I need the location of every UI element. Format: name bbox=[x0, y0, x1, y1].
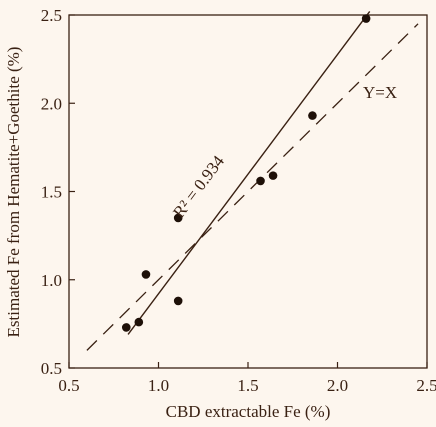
data-point bbox=[308, 111, 317, 120]
data-point bbox=[173, 296, 183, 306]
regression-line bbox=[127, 11, 371, 335]
identity-label: Y=X bbox=[363, 83, 397, 102]
x-axis-title: CBD extractable Fe (%) bbox=[166, 402, 331, 421]
y-tick-label: 0.5 bbox=[41, 359, 62, 378]
x-tick-label: 2.5 bbox=[416, 376, 436, 395]
y-tick-label: 1.5 bbox=[41, 183, 62, 202]
x-tick-label: 0.5 bbox=[58, 376, 79, 395]
data-point bbox=[173, 213, 183, 223]
y-tick-label: 1.0 bbox=[41, 271, 62, 290]
x-tick-label: 1.0 bbox=[148, 376, 169, 395]
regression-label: R² = 0.934 bbox=[169, 152, 228, 222]
x-tick-label: 2.0 bbox=[327, 376, 348, 395]
data-point bbox=[361, 14, 371, 23]
y-axis-title: Estimated Fe from Hematite+Goethite (%) bbox=[4, 47, 23, 338]
data-point bbox=[141, 270, 151, 279]
data-point bbox=[134, 317, 144, 327]
identity-line bbox=[86, 23, 419, 351]
data-point bbox=[256, 176, 265, 186]
data-point bbox=[121, 323, 131, 332]
y-tick-label: 2.0 bbox=[41, 94, 62, 113]
x-tick-label: 1.5 bbox=[237, 376, 258, 395]
data-point bbox=[268, 171, 278, 180]
y-tick-label: 2.5 bbox=[41, 6, 62, 25]
